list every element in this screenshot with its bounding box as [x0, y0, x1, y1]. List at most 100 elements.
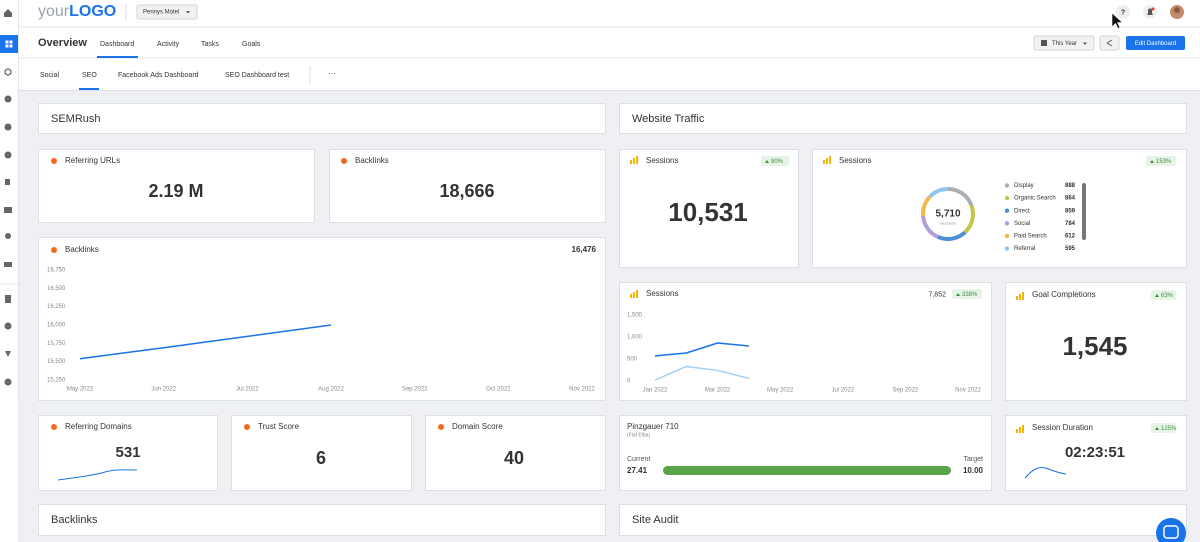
nav-icon[interactable] [4, 262, 12, 267]
ga-icon [630, 290, 638, 298]
client-select[interactable] [136, 4, 198, 20]
widget [619, 415, 992, 491]
y-tick-label: 15,250 [47, 378, 66, 384]
period[interactable]: This Year [1052, 41, 1077, 47]
client-name[interactable]: Pennys Motel [143, 10, 179, 16]
tab[interactable]: Tasks [201, 41, 219, 48]
nav-icon[interactable] [4, 322, 12, 330]
semrush-icon [51, 247, 57, 253]
nav-icon[interactable] [4, 95, 12, 103]
y-tick-label: 16,000 [47, 323, 66, 329]
ga-bar [630, 160, 632, 164]
edit-label[interactable]: Edit Dashboard [1135, 41, 1176, 47]
settings-icon[interactable] [4, 378, 12, 386]
change-value: 125% [1161, 426, 1177, 432]
y-tick-label: 16,250 [47, 304, 66, 310]
section-card [38, 103, 606, 134]
legend-value: 612 [1065, 233, 1076, 239]
legend-label: Direct [1014, 208, 1030, 214]
ga-bar [633, 158, 635, 164]
donut-segment [921, 215, 939, 239]
change-badge [1146, 156, 1176, 166]
scrollbar[interactable] [1082, 183, 1086, 240]
kpi-value: 18,666 [439, 181, 494, 201]
section-card [619, 103, 1187, 134]
progress-fill [663, 466, 951, 475]
tab[interactable]: Activity [157, 41, 180, 48]
ga-icon [1016, 425, 1024, 433]
tab-active[interactable]: Dashboard [100, 41, 134, 48]
nav-icon[interactable] [4, 207, 12, 213]
widget [425, 415, 606, 491]
widget-total: 16,476 [572, 245, 597, 254]
up-arrow [1155, 294, 1159, 297]
subtab[interactable]: SEO Dashboard test [225, 72, 289, 79]
nav-icon[interactable] [5, 351, 11, 357]
widget [38, 149, 315, 223]
x-tick-label: Sep 2022 [402, 387, 428, 393]
y-tick-label: 0 [627, 379, 631, 385]
icon [9, 40, 13, 44]
search-icon[interactable] [4, 68, 12, 76]
semrush-icon [244, 424, 250, 430]
widget [38, 237, 606, 401]
x-tick-label: Mar 2022 [705, 388, 731, 394]
nav-icon[interactable] [5, 233, 11, 239]
current-label: Current [627, 456, 650, 463]
ga-icon [1016, 292, 1024, 300]
ga-bar [630, 294, 632, 298]
x-tick-label: May 2022 [67, 387, 94, 393]
caret [1083, 42, 1087, 45]
legend-label: Paid Search [1014, 233, 1047, 239]
widget-title: Domain Score [452, 422, 503, 431]
logo-light: your [38, 3, 70, 20]
x-tick-label: Aug 2022 [318, 387, 344, 393]
bell-icon [1147, 8, 1153, 15]
header [0, 0, 1200, 90]
active-nav[interactable] [0, 35, 18, 53]
x-tick-label: Sep 2022 [893, 388, 919, 394]
up-arrow [765, 160, 769, 163]
nav-icon[interactable] [4, 151, 12, 159]
ga-icon [630, 156, 638, 164]
sparkline [1024, 467, 1067, 479]
subtab[interactable]: Social [40, 72, 60, 79]
kpi-value: 40 [504, 448, 524, 468]
semrush-icon [51, 158, 57, 164]
subtab-active[interactable]: SEO [82, 72, 97, 79]
period-select[interactable] [1033, 35, 1095, 51]
page-title: Overview [38, 37, 87, 49]
nav-icon[interactable] [5, 179, 10, 185]
help-icon: ? [1121, 9, 1125, 16]
change-badge [761, 156, 789, 166]
widget [231, 415, 412, 491]
ga-bar [1022, 425, 1024, 433]
nav-icon[interactable] [4, 123, 12, 131]
nav-icon[interactable] [5, 295, 11, 303]
subtab[interactable]: Facebook Ads Dashboard [118, 72, 199, 79]
share-button[interactable] [1099, 35, 1120, 51]
section-title: Backlinks [51, 514, 98, 526]
more[interactable]: ··· [328, 69, 336, 78]
widget-title: Trust Score [258, 422, 300, 431]
ga-bar [633, 292, 635, 298]
kpi-value: 02:23:51 [1065, 444, 1125, 461]
section-title: Website Traffic [632, 113, 705, 125]
kpi-value: 10,531 [668, 197, 748, 227]
home-icon[interactable] [4, 9, 12, 17]
change-value: 90% [771, 159, 784, 165]
widget-title: Backlinks [65, 245, 99, 254]
semrush-icon [438, 424, 444, 430]
tab[interactable]: Goals [242, 41, 261, 48]
widget [329, 149, 606, 223]
icon [5, 40, 9, 44]
help-button[interactable] [1116, 5, 1130, 19]
edit-button[interactable] [1126, 36, 1185, 50]
section-title: Site Audit [632, 514, 678, 526]
legend-dot [1004, 183, 1010, 188]
donut-segment [963, 204, 975, 234]
section-card [38, 504, 606, 536]
donut-segment [936, 230, 967, 241]
icon [9, 44, 13, 48]
widget-title: Goal Completions [1032, 290, 1096, 299]
